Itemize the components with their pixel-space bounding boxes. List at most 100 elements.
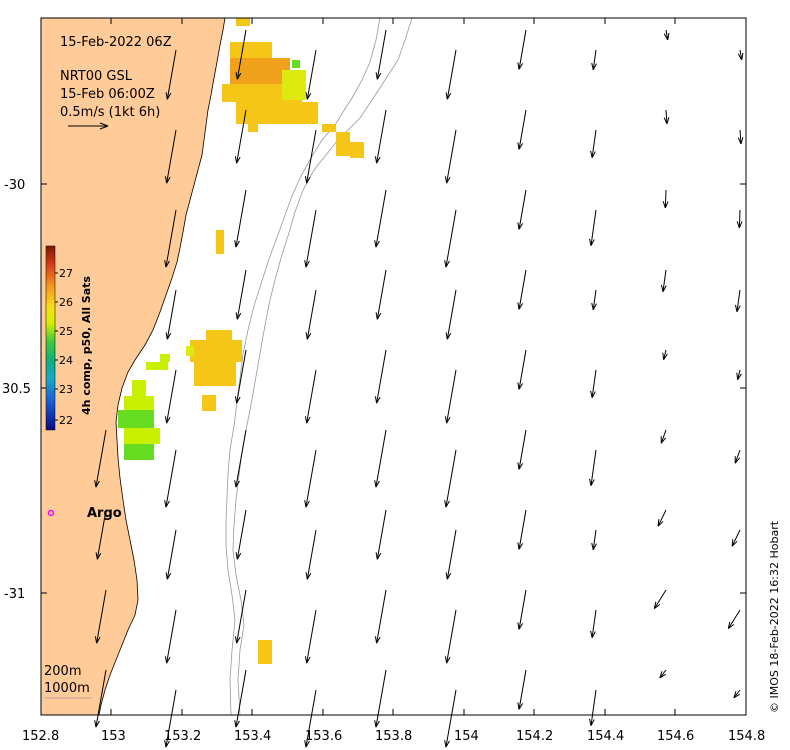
current-vector-head [518, 623, 523, 630]
current-vector [727, 609, 741, 629]
current-vector-head [165, 740, 170, 748]
current-vector-head [445, 500, 450, 508]
current-vector [375, 429, 387, 488]
current-vector-head [590, 150, 593, 158]
y-tick-label: -30 [4, 178, 25, 193]
current-vector-head [305, 572, 308, 580]
current-vector-head [445, 260, 450, 268]
current-vector [166, 129, 177, 184]
current-vector-head [517, 302, 520, 310]
current-vector-head [164, 656, 168, 664]
current-vector-head [736, 305, 741, 313]
current-vector-head [657, 520, 664, 527]
current-vector-head [659, 673, 667, 679]
colorbar-tick-label: 26 [59, 296, 73, 309]
current-vector-head [731, 540, 738, 547]
argo-label: Argo [87, 506, 122, 521]
current-vector-head [736, 372, 739, 380]
current-vector [446, 289, 457, 340]
current-vector [446, 609, 457, 664]
current-vector-head [305, 500, 310, 508]
x-tick-label: 154 [454, 729, 479, 744]
current-vector [518, 189, 527, 230]
current-vector [306, 609, 317, 664]
current-vector [518, 109, 527, 150]
current-vector [95, 429, 107, 488]
current-vector-head [654, 603, 661, 610]
current-vector-head [305, 92, 308, 100]
current-vector [235, 669, 247, 728]
current-vector-head [445, 740, 450, 748]
current-vector-head [667, 32, 670, 40]
current-vector [518, 29, 527, 70]
current-vector-head [166, 656, 171, 664]
current-vector [305, 209, 317, 268]
current-vector-head [446, 572, 452, 580]
current-vector-head [590, 630, 593, 638]
current-vector-head [375, 480, 380, 488]
current-vector-head [738, 221, 743, 229]
current-vector-head [518, 543, 523, 550]
current-vector [166, 609, 177, 664]
current-vector-head [518, 63, 523, 70]
current-vector [446, 49, 457, 100]
current-vector-head [659, 671, 663, 679]
current-vector-head [236, 636, 241, 644]
current-vector-head [306, 656, 311, 664]
current-vector-head [592, 63, 597, 71]
current-vector-head [376, 396, 381, 404]
current-vector-head [236, 156, 241, 164]
current-vector [592, 529, 597, 550]
current-vector [590, 449, 597, 486]
current-vector-head [517, 382, 520, 390]
current-vector [166, 369, 177, 424]
current-vector [236, 109, 247, 164]
current-vector-head [234, 636, 238, 644]
current-vector [518, 269, 527, 310]
x-tick-label: 153.2 [164, 729, 201, 744]
current-vector-head [304, 176, 308, 184]
current-vector-head [446, 416, 451, 424]
current-vector-head [165, 500, 170, 508]
current-vector [665, 29, 669, 40]
colorbar-ticks: 27 26 25 24 23 22 [55, 267, 73, 427]
current-vector [592, 49, 597, 70]
current-vector-head [235, 552, 238, 560]
current-vector [306, 289, 317, 340]
current-vector-head [374, 156, 378, 164]
current-vector [445, 449, 457, 508]
current-vector-head [446, 332, 452, 340]
x-tick-label: 153 [101, 729, 126, 744]
current-vector-head [165, 92, 168, 100]
current-vector-head [304, 416, 308, 424]
x-axis: 152.8 153 153.2 153.4 153.6 153.8 154 15… [22, 18, 765, 744]
current-vector-head [375, 312, 378, 320]
current-vector [663, 349, 667, 360]
current-vector-head [235, 720, 240, 728]
current-vector [236, 349, 247, 404]
current-vector-head [164, 740, 167, 748]
current-vector-head [376, 636, 381, 644]
colorbar-tick-label: 25 [59, 325, 73, 338]
x-tick-label: 154.2 [516, 729, 553, 744]
current-vector-head [517, 702, 520, 710]
contour-200m [232, 17, 413, 716]
current-vector [591, 129, 597, 158]
current-vector-head [376, 312, 382, 320]
current-vector [236, 29, 247, 80]
current-vector-head [444, 416, 448, 424]
current-vector-head [164, 416, 168, 424]
current-vector [653, 589, 667, 609]
current-vector-head [737, 373, 742, 380]
current-vector-head [727, 621, 731, 629]
current-vector [305, 689, 317, 748]
contour-1000m-label: 1000m [44, 681, 90, 696]
current-vector [734, 449, 741, 464]
current-vector-head [96, 552, 102, 560]
current-vector-head [94, 720, 97, 728]
current-vector [731, 529, 741, 547]
date-title: 15-Feb-2022 06Z [60, 35, 172, 50]
current-vector-head [376, 156, 381, 164]
current-vector [446, 529, 457, 580]
current-vector [166, 289, 177, 340]
